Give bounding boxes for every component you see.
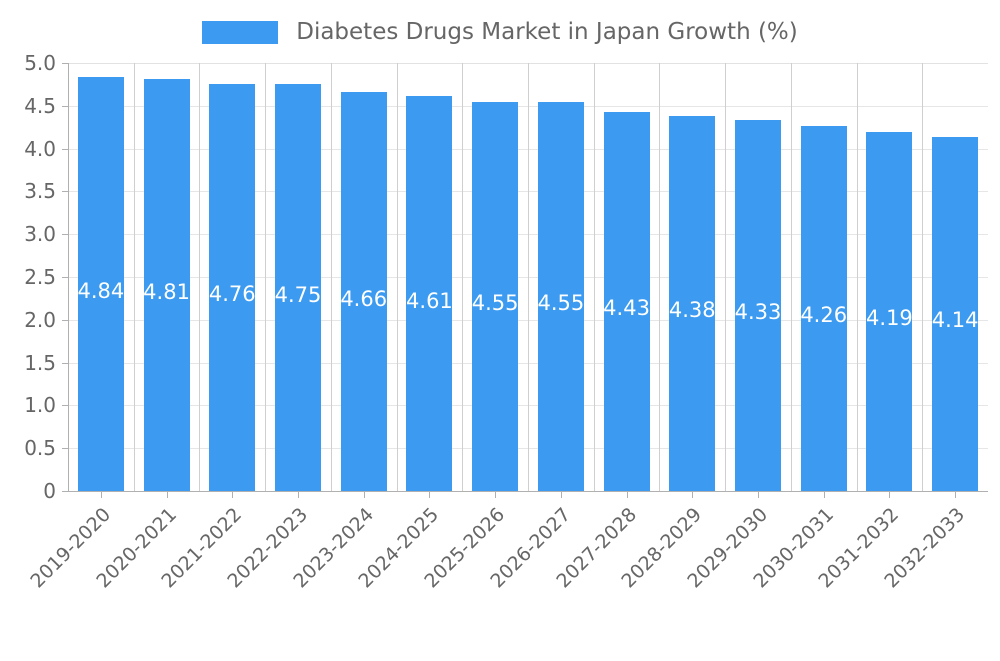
y-tick-mark <box>62 63 68 64</box>
x-tick-mark <box>627 492 628 498</box>
legend-color-swatch <box>202 20 279 44</box>
bar[interactable] <box>143 79 190 491</box>
gridline-vertical <box>922 63 923 491</box>
x-axis-line <box>68 491 988 492</box>
bar[interactable] <box>932 136 979 491</box>
x-tick-mark <box>955 492 956 498</box>
gridline-vertical <box>331 63 332 491</box>
y-tick-mark <box>62 448 68 450</box>
gridline-vertical <box>594 63 595 491</box>
gridline-vertical <box>397 63 398 491</box>
chart-legend: Diabetes Drugs Market in Japan Growth (%… <box>0 14 1000 50</box>
y-axis-line <box>68 63 69 492</box>
y-tick-label: 0 <box>43 479 56 503</box>
x-tick-mark <box>889 492 890 498</box>
x-tick-mark <box>758 492 759 498</box>
gridline-vertical <box>857 63 858 491</box>
plot-area: 4.84 4.81 4.76 4.75 4.66 4.61 4.55 4.55 4.43 4.38… <box>68 63 988 492</box>
bar[interactable] <box>472 101 519 491</box>
gridline-vertical <box>791 63 792 491</box>
x-tick-mark <box>561 492 562 498</box>
bar[interactable] <box>275 84 321 491</box>
x-tick-mark <box>824 492 825 498</box>
gridline-vertical <box>659 63 660 491</box>
y-tick-mark <box>62 148 68 150</box>
bar-chart: Diabetes Drugs Market in Japan Growth (%… <box>0 14 1000 593</box>
bar[interactable] <box>800 126 847 491</box>
gridline-vertical <box>134 63 135 491</box>
x-tick-mark <box>364 492 365 498</box>
bar[interactable] <box>866 132 913 491</box>
bar[interactable] <box>406 96 453 491</box>
y-tick-mark <box>62 234 68 236</box>
bar[interactable] <box>209 83 256 491</box>
y-tick-mark <box>62 362 68 364</box>
bar[interactable] <box>669 116 716 491</box>
y-tick-label: 4.5 <box>24 93 56 118</box>
y-tick-mark <box>62 277 68 278</box>
y-tick-mark <box>62 191 68 193</box>
x-tick-mark <box>167 492 168 498</box>
gridline-vertical <box>528 63 529 491</box>
x-tick-mark <box>232 492 233 498</box>
y-tick-mark <box>62 105 68 107</box>
bar[interactable] <box>603 111 650 491</box>
x-tick-mark <box>298 492 299 498</box>
x-tick-mark <box>692 492 693 498</box>
y-tick-label: 1.5 <box>24 350 56 375</box>
x-tick-mark <box>429 492 430 498</box>
legend-label: Diabetes Drugs Market in Japan Growth (%… <box>296 18 798 45</box>
y-tick-label: 5.0 <box>24 51 56 75</box>
y-tick-mark <box>62 319 68 321</box>
y-tick-label: 2.0 <box>24 307 56 332</box>
gridline-vertical <box>265 63 266 491</box>
x-tick-mark <box>101 492 102 498</box>
bar[interactable] <box>77 76 124 491</box>
y-tick-label: 2.5 <box>24 265 56 289</box>
y-tick-label: 4.0 <box>24 136 56 161</box>
y-tick-mark <box>62 405 68 407</box>
y-tick-mark <box>62 491 68 492</box>
bar[interactable] <box>537 101 584 491</box>
y-tick-label: 3.0 <box>24 222 56 247</box>
gridline-vertical <box>725 63 726 491</box>
gridline-vertical <box>462 63 463 491</box>
gridline-vertical <box>199 63 200 491</box>
y-tick-label: 1.0 <box>24 393 56 418</box>
y-tick-label: 3.5 <box>24 179 56 204</box>
bar[interactable] <box>340 92 387 491</box>
y-tick-label: 0.5 <box>24 436 56 461</box>
bar[interactable] <box>735 120 781 491</box>
x-tick-mark <box>495 492 496 498</box>
